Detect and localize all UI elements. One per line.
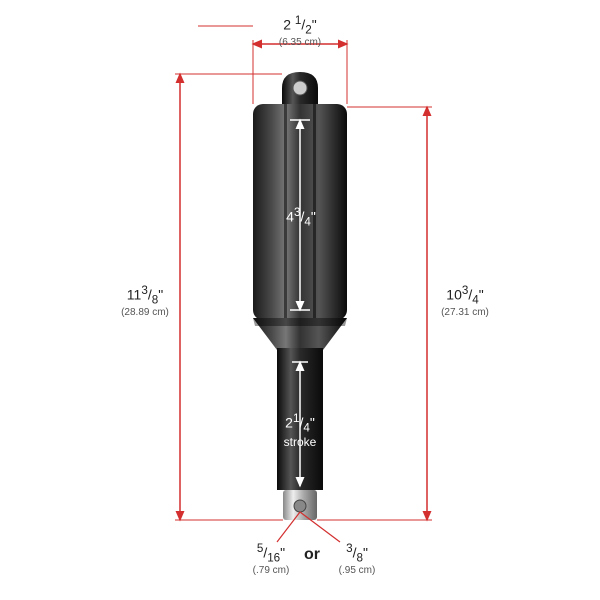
dim-body-length: 43/4"	[276, 206, 326, 229]
dim-hole-1: 5/16" (.79 cm)	[246, 542, 296, 577]
dim-stroke: 21/4" stroke	[272, 412, 328, 450]
or-separator: or	[304, 546, 320, 564]
dim-top-width: 2 1/2" (6.35 cm)	[270, 14, 330, 49]
dim-left-height: 113/8" (28.89 cm)	[110, 284, 180, 319]
dim-right-height: 103/4" (27.31 cm)	[430, 284, 500, 319]
dim-hole-2: 3/8" (.95 cm)	[332, 542, 382, 577]
